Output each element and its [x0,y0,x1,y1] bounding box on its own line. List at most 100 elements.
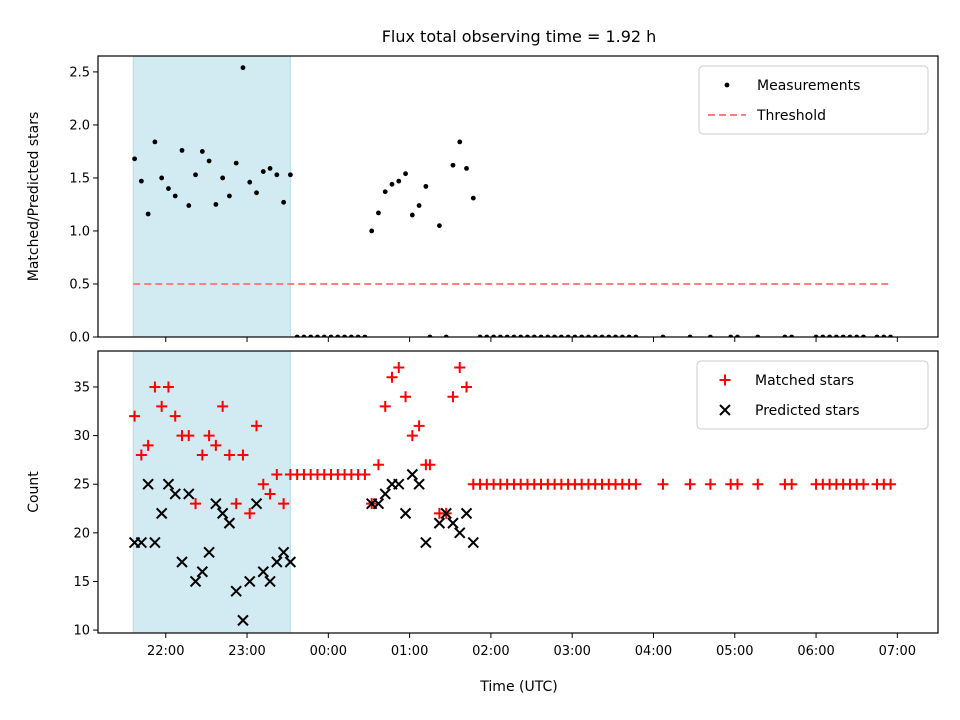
data-point [416,203,422,208]
legend: Matched stars Predicted stars [696,360,929,430]
data-point [183,488,195,500]
data-point [237,449,249,461]
data-point [454,362,466,374]
series-matched-stars [129,362,897,519]
data-point [389,181,395,187]
data-point [413,478,425,490]
y-tick-label: 1.0 [69,224,90,239]
x-tick-label: 00:00 [310,644,347,659]
data-point [152,139,158,145]
data-point [149,381,161,393]
data-point [203,546,215,558]
data-point [406,430,418,442]
data-point [169,488,181,500]
x-tick-label: 07:00 [879,644,916,659]
data-point [379,488,391,500]
y-tick-label: 30 [73,429,90,444]
data-point [220,175,226,181]
data-point [169,410,181,422]
data-point [183,430,195,442]
data-point [142,439,154,451]
data-point [464,166,469,171]
data-point [731,478,743,490]
data-point [186,203,192,208]
data-point [199,149,205,154]
data-point [145,211,151,217]
data-point [403,171,408,177]
data-point [786,478,798,490]
data-point [250,497,263,510]
data-point [135,449,147,461]
y-tick-label: 2.5 [69,65,90,80]
data-point [460,507,473,520]
data-point [251,420,263,432]
x-axis-label: Time (UTC) [479,679,557,695]
legend-symbol [719,404,731,416]
data-point [230,585,242,597]
data-point [179,147,185,153]
data-point [230,498,242,510]
data-point [409,212,415,218]
y-tick-label: 35 [73,380,90,395]
data-point [424,459,436,471]
x-tick-label: 23:00 [228,644,265,659]
data-point [196,449,208,461]
data-point [237,614,249,627]
data-point [271,468,283,480]
data-point [267,166,273,171]
data-point [227,193,232,199]
data-point [396,178,402,184]
x-tick-label: 22:00 [147,644,184,659]
bottom-panel: 10 15 20 25 30 35 22:00 23:00 00:00 01:00 02:00 03:… [26,350,939,659]
y-tick-label: 20 [73,526,90,541]
data-point [129,410,141,422]
data-point [447,517,459,529]
data-point [254,190,259,196]
data-point [210,439,222,451]
y-tick-label: 25 [73,478,90,493]
legend-symbol [719,374,731,386]
data-point [393,362,405,374]
data-point [264,488,276,500]
data-point [433,517,446,529]
data-point [704,478,716,490]
data-point [172,193,178,199]
data-point [233,160,239,166]
x-tick-label: 03:00 [553,644,590,659]
x-tick-label: 04:00 [635,644,672,659]
data-point [196,566,209,578]
legend-label: Matched stars [755,373,854,389]
data-point [393,478,405,490]
observing-window-shade [132,55,291,338]
y-tick-label: 0.0 [69,331,90,346]
y-tick-label: 15 [73,575,90,590]
data-point [223,517,236,529]
data-point [287,172,293,178]
data-point [467,536,479,549]
top-panel: 0.0 0.5 1.0 1.5 2.0 2.5 Matched/Predicted star… [26,55,939,346]
data-point [386,371,398,383]
data-point [372,459,384,471]
data-point [193,172,198,178]
data-point [359,468,371,480]
data-point [135,536,148,549]
data-point [372,497,385,510]
data-point [244,575,256,588]
data-point [210,497,222,510]
data-point [413,420,425,432]
data-point [257,566,269,578]
data-point [406,468,419,481]
data-point [376,210,381,216]
data-point [450,162,456,168]
data-point [630,478,642,490]
data-point [223,449,235,461]
legend-symbol [724,82,730,88]
y-axis-label: Matched/Predicted stars [26,112,42,282]
data-point [400,391,412,403]
y-tick-label: 2.0 [69,118,90,133]
data-point [244,507,256,519]
data-point [149,536,161,549]
y-axis-label: Count [26,471,42,513]
axes-frame [97,55,939,338]
legend: Measurements Threshold [698,65,929,135]
